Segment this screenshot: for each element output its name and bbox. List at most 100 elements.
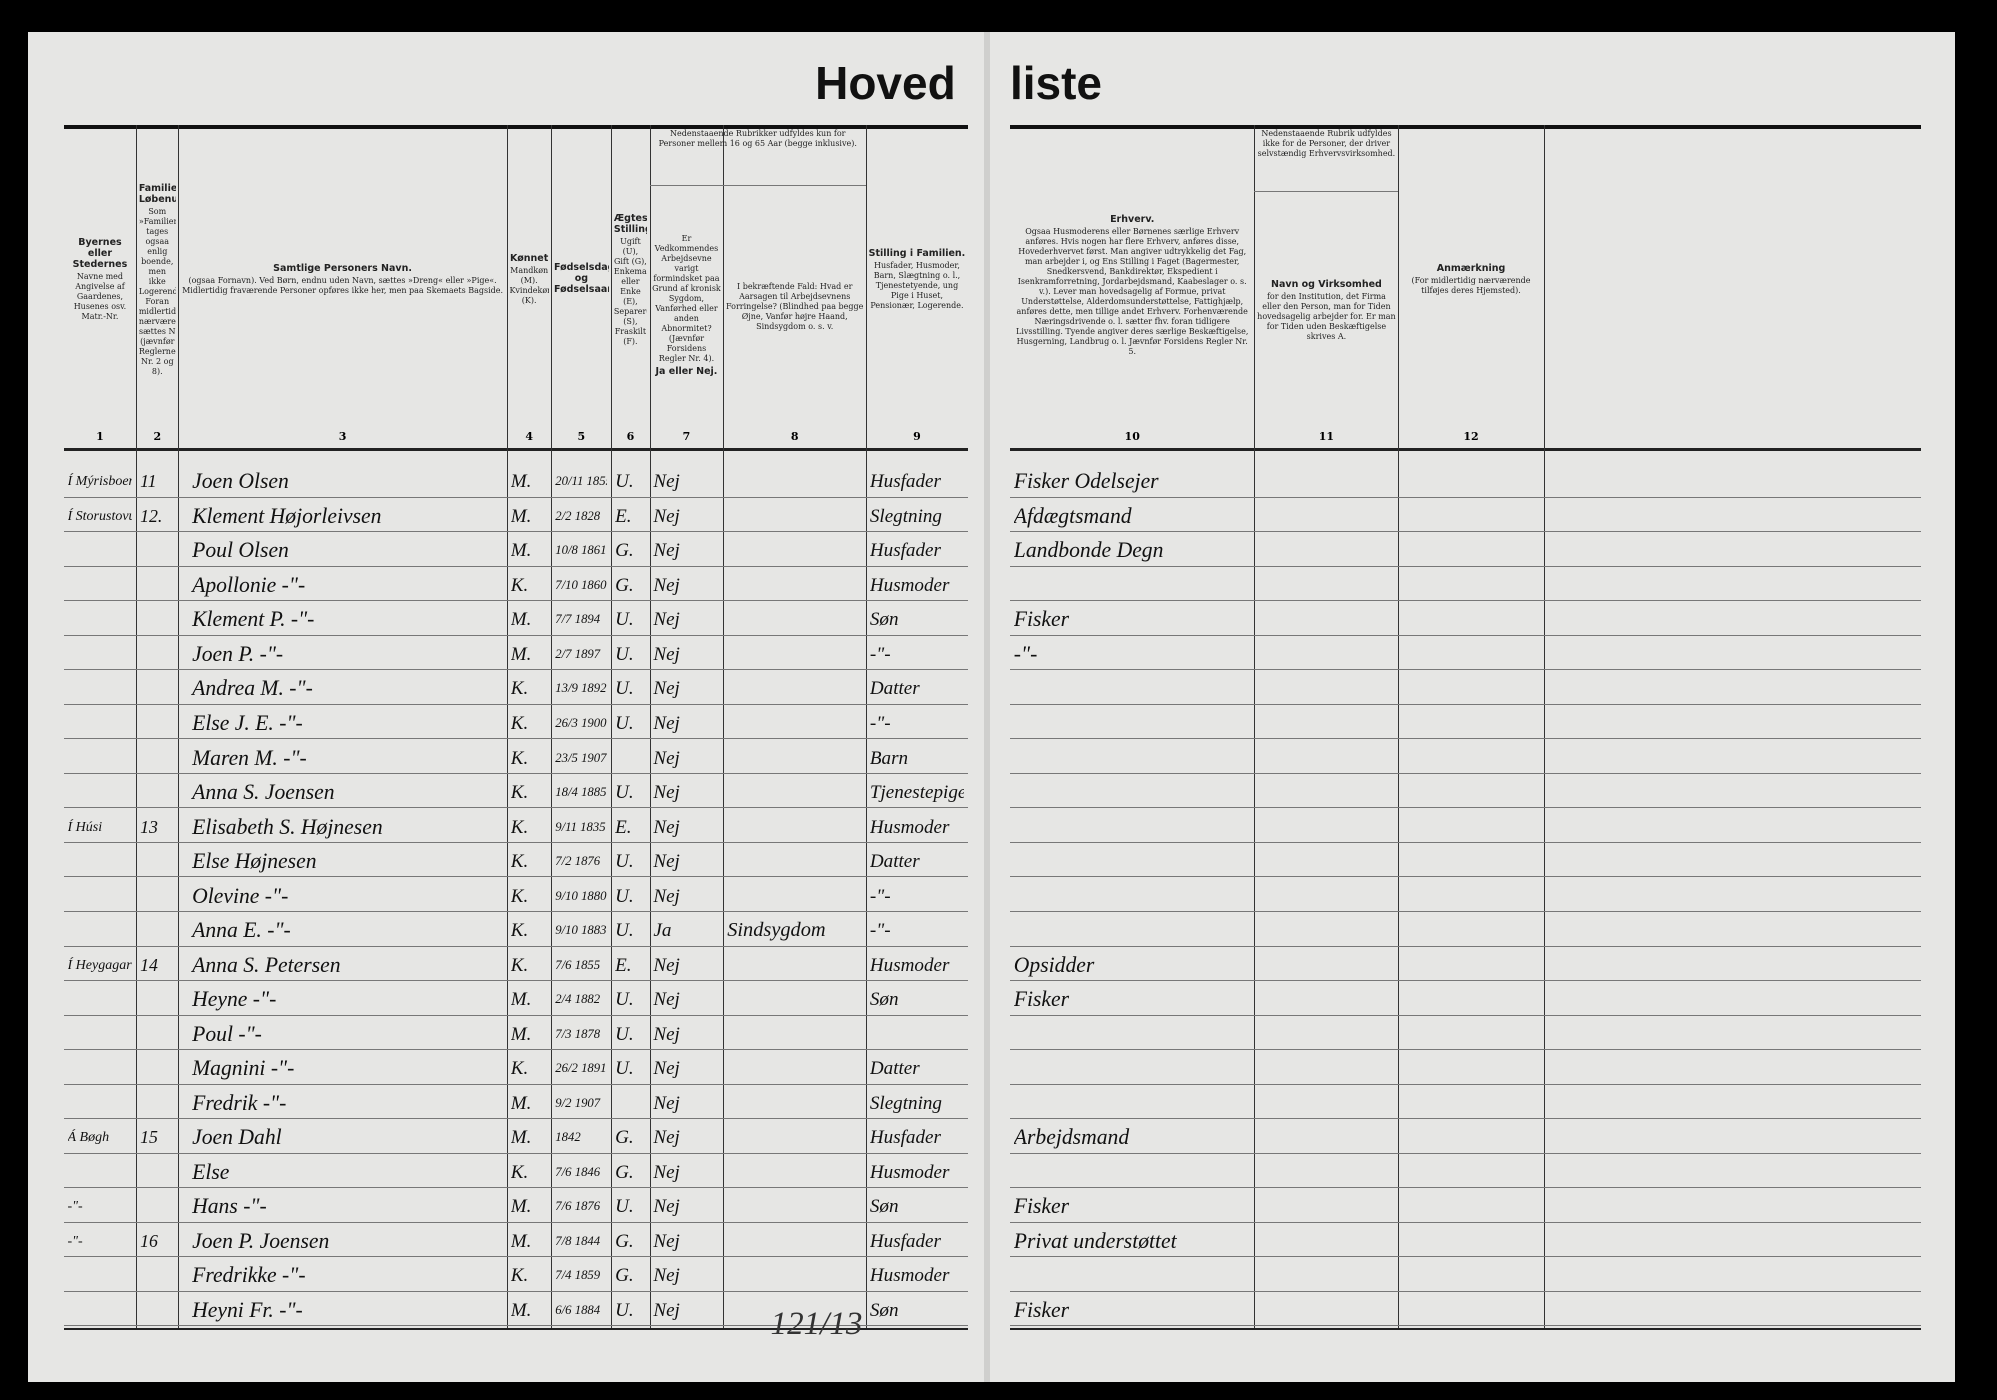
row-line (1009, 1118, 1921, 1120)
cell: Hans -"- (192, 1194, 267, 1219)
cell: 10/8 1861 (555, 543, 607, 558)
header-title: Kønnet (510, 253, 549, 265)
cell: 7/10 1860 (555, 577, 607, 592)
cell: Nej (653, 782, 680, 804)
cell: G. (615, 1127, 634, 1149)
row-line (63, 669, 968, 671)
header-title: Ja eller Nej. (655, 366, 718, 378)
cell: M. (510, 540, 532, 562)
column-header: Fødselsdag og Fødselsaar. (554, 132, 609, 425)
row-line (63, 565, 968, 567)
cell: 15 (140, 1127, 158, 1148)
header-text: Ugift (U), Gift (G), Enkemand eller Enke… (613, 236, 647, 346)
cell: Nej (653, 540, 680, 562)
cell: K. (510, 885, 529, 907)
column-line (611, 124, 613, 1328)
cell: M. (510, 505, 532, 527)
cell: Nej (653, 471, 680, 493)
column-number: 5 (577, 430, 586, 444)
row-line (1009, 980, 1921, 982)
header-text: (ogsaa Fornavn). Ved Børn, endnu uden Na… (182, 276, 504, 296)
cell: 7/6 1846 (555, 1164, 601, 1179)
cell: Nej (653, 1196, 680, 1218)
row-line (63, 876, 968, 878)
header-title: Samtlige Personers Navn. (273, 263, 412, 275)
cell: Anna S. Petersen (192, 952, 341, 977)
cell: Joen Olsen (192, 469, 289, 494)
cell: -"- (869, 885, 891, 907)
row-line (63, 1290, 968, 1292)
row-line (1009, 1290, 1921, 1292)
header-text: Husfader, Husmoder, Barn, Slægtning o. l… (870, 261, 964, 311)
column-header: Familiernes Løbenumre.Som »Familier« tag… (139, 132, 176, 425)
group-note: Nedenstaaende Rubrikker udfyldes kun for… (658, 128, 857, 148)
column-number: 1 (96, 430, 104, 444)
bottom-rule (1009, 1327, 1921, 1331)
page-fold (984, 31, 990, 1382)
header-title: Familiernes Løbenumre. (138, 182, 176, 205)
cell: M. (510, 1023, 532, 1045)
cell: U. (615, 782, 634, 804)
header-title: Erhverv. (1110, 213, 1155, 225)
cell: -"- (67, 1199, 83, 1215)
cell: Nej (653, 1058, 680, 1080)
cell: M. (510, 1230, 532, 1252)
cell: Heyni Fr. -"- (192, 1297, 303, 1322)
column-header: I bekræftende Fald: Hvad er Aarsagen til… (726, 188, 864, 425)
row-line (1009, 1256, 1921, 1258)
row-line (1009, 1221, 1921, 1223)
cell: 7/7 1894 (555, 612, 601, 627)
cell: E. (615, 954, 632, 976)
cell: U. (615, 609, 634, 631)
header-title: Stilling i Familien. (868, 248, 966, 260)
row-line (63, 1014, 968, 1016)
cell: Slegtning (869, 505, 942, 527)
row-line (63, 738, 968, 740)
column-line (506, 124, 508, 1328)
cell: K. (510, 954, 529, 976)
cell: 9/10 1883 (555, 923, 607, 938)
cell: -"- (67, 1233, 83, 1249)
row-line (1009, 531, 1921, 533)
cell: Nej (653, 1023, 680, 1045)
cell: Landbonde Degn (1013, 538, 1164, 563)
cell: U. (615, 1023, 634, 1045)
cell: 14 (140, 954, 158, 975)
cell: Á Bøgh (67, 1130, 110, 1146)
cell: U. (615, 989, 634, 1011)
cell: U. (615, 713, 634, 734)
cell: Nej (653, 713, 680, 734)
cell: Í Mýrisboen (67, 474, 133, 490)
header-text: I bekræftende Fald: Hvad er Aarsagen til… (726, 281, 864, 331)
cell: U. (615, 678, 634, 700)
column-header: Byernes eller Stedernes Navne med Angivel… (66, 132, 134, 425)
row-line (63, 1256, 968, 1258)
cell: Fisker (1013, 987, 1070, 1012)
cell: G. (615, 574, 634, 596)
cell: 7/6 1876 (555, 1199, 601, 1214)
row-line (1009, 841, 1921, 843)
row-line (63, 634, 968, 636)
cell: Husmoder (869, 954, 950, 976)
cell: U. (615, 885, 634, 907)
row-line (63, 1325, 968, 1327)
cell: Í Storustovu (67, 508, 133, 524)
bottom-rule (63, 1327, 968, 1331)
column-line (178, 124, 180, 1328)
column-number: 9 (913, 430, 921, 444)
row-line (63, 1152, 968, 1154)
cell: Nej (653, 574, 680, 596)
cell: Nej (653, 1161, 680, 1183)
cell: -"- (869, 920, 891, 942)
column-number: 2 (153, 430, 162, 444)
row-line (1009, 738, 1921, 740)
cell: Klement Højorleivsen (192, 503, 382, 528)
cell: 2/7 1897 (555, 646, 601, 661)
cell: Poul Olsen (192, 538, 289, 563)
cell: Opsidder (1013, 952, 1095, 977)
cell: Husmoder (869, 574, 950, 596)
cell: Nej (653, 1230, 680, 1252)
row-line (1009, 876, 1921, 878)
header-text: Er Vedkommendes Arbejdsevne varigt formi… (652, 234, 721, 364)
cell: 9/10 1880 (555, 888, 607, 903)
